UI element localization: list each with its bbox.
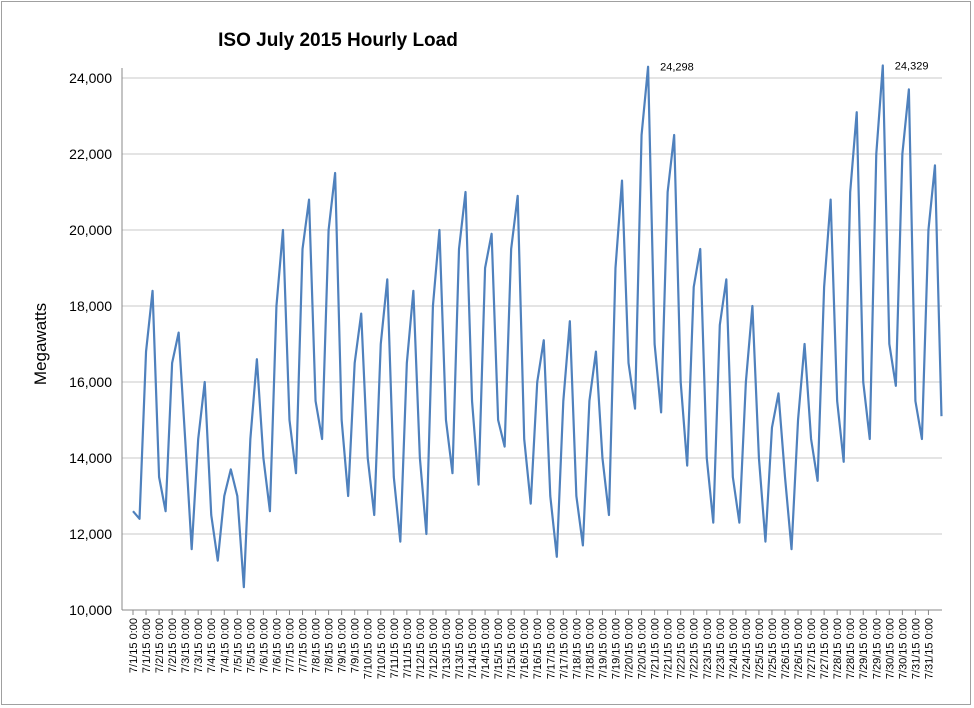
y-tick-label: 20,000	[69, 222, 112, 238]
y-tick-label: 24,000	[69, 70, 112, 86]
x-tick-label: 7/29/15 0:00	[871, 618, 883, 679]
line-series	[132, 64, 943, 589]
x-tick-label: 7/6/15 0:00	[258, 618, 270, 673]
x-tick-label: 7/31/15 0:00	[923, 618, 935, 679]
x-tick-label: 7/2/15 0:00	[167, 618, 179, 673]
x-tick-label: 7/14/15 0:00	[467, 618, 479, 679]
x-tick-label: 7/17/15 0:00	[558, 618, 570, 679]
x-tick-label: 7/11/15 0:00	[402, 618, 414, 678]
x-tick-label: 7/6/15 0:00	[271, 618, 283, 673]
x-tick-label: 7/12/15 0:00	[428, 618, 440, 679]
x-tick-label: 7/22/15 0:00	[689, 618, 701, 679]
x-tick-label: 7/8/15 0:00	[324, 618, 336, 673]
x-tick-label: 7/8/15 0:00	[311, 618, 323, 673]
x-tick-label: 7/27/15 0:00	[806, 618, 818, 679]
x-tick-label: 7/12/15 0:00	[415, 618, 427, 679]
x-tick-label: 7/4/15 0:00	[206, 618, 218, 673]
x-tick-label: 7/22/15 0:00	[676, 618, 688, 679]
y-tick-label: 14,000	[69, 450, 112, 466]
x-tick-label: 7/24/15 0:00	[741, 618, 753, 679]
x-tick-label: 7/28/15 0:00	[832, 618, 844, 679]
y-axis-label: Megawatts	[31, 303, 50, 385]
x-tick-label: 7/18/15 0:00	[584, 618, 596, 679]
y-tick-label: 12,000	[69, 526, 112, 542]
x-tick-label: 7/1/15 0:00	[141, 618, 153, 673]
x-tick-label: 7/15/15 0:00	[506, 618, 518, 679]
x-tick-label: 7/25/15 0:00	[754, 618, 766, 679]
chart-title: ISO July 2015 Hourly Load	[218, 30, 458, 51]
x-tick-label: 7/10/15 0:00	[376, 618, 388, 679]
x-tick-label: 7/30/15 0:00	[884, 618, 896, 679]
x-tick-label: 7/13/15 0:00	[454, 618, 466, 679]
x-tick-label: 7/21/15 0:00	[650, 618, 662, 679]
x-tick-label: 7/23/15 0:00	[715, 618, 727, 679]
x-tick-label: 7/28/15 0:00	[845, 618, 857, 679]
x-tick-label: 7/29/15 0:00	[858, 618, 870, 679]
x-tick-label: 7/26/15 0:00	[793, 618, 805, 679]
x-tick-label: 7/20/15 0:00	[624, 618, 636, 679]
x-tick-label: 7/3/15 0:00	[193, 618, 205, 673]
x-tick-label: 7/5/15 0:00	[245, 618, 257, 673]
x-tick-label: 7/16/15 0:00	[532, 618, 544, 679]
x-tick-label: 7/9/15 0:00	[337, 618, 349, 673]
x-tick-label: 7/5/15 0:00	[232, 618, 244, 673]
x-tick-label: 7/7/15 0:00	[298, 618, 310, 673]
data-label: 24,329	[895, 60, 929, 72]
x-tick-label: 7/4/15 0:00	[219, 618, 231, 673]
x-tick-label: 7/2/15 0:00	[154, 618, 166, 673]
x-tick-label: 7/27/15 0:00	[819, 618, 831, 679]
y-tick-label: 16,000	[69, 374, 112, 390]
x-tick-label: 7/14/15 0:00	[480, 618, 492, 679]
x-tick-label: 7/19/15 0:00	[597, 618, 609, 679]
y-tick-label: 18,000	[69, 298, 112, 314]
x-tick-label: 7/24/15 0:00	[728, 618, 740, 679]
x-tick-label: 7/9/15 0:00	[350, 618, 362, 673]
x-tick-label: 7/19/15 0:00	[610, 618, 622, 679]
y-tick-label: 22,000	[69, 146, 112, 162]
x-tick-label: 7/1/15 0:00	[128, 618, 140, 673]
x-tick-label: 7/21/15 0:00	[663, 618, 675, 679]
x-tick-label: 7/11/15 0:00	[389, 618, 401, 678]
data-label: 24,298	[660, 62, 694, 74]
x-tick-label: 7/10/15 0:00	[363, 618, 375, 679]
x-tick-label: 7/15/15 0:00	[493, 618, 505, 679]
x-tick-label: 7/7/15 0:00	[284, 618, 296, 673]
x-tick-label: 7/18/15 0:00	[571, 618, 583, 679]
x-tick-label: 7/3/15 0:00	[180, 618, 192, 673]
y-tick-label: 10,000	[69, 602, 112, 618]
x-tick-label: 7/17/15 0:00	[545, 618, 557, 679]
x-tick-label: 7/23/15 0:00	[702, 618, 714, 679]
x-tick-label: 7/31/15 0:00	[910, 618, 922, 679]
x-tick-label: 7/16/15 0:00	[519, 618, 531, 679]
x-tick-label: 7/20/15 0:00	[637, 618, 649, 679]
x-tick-label: 7/13/15 0:00	[441, 618, 453, 679]
x-tick-label: 7/25/15 0:00	[767, 618, 779, 679]
x-tick-label: 7/30/15 0:00	[897, 618, 909, 679]
x-tick-label: 7/26/15 0:00	[780, 618, 792, 679]
